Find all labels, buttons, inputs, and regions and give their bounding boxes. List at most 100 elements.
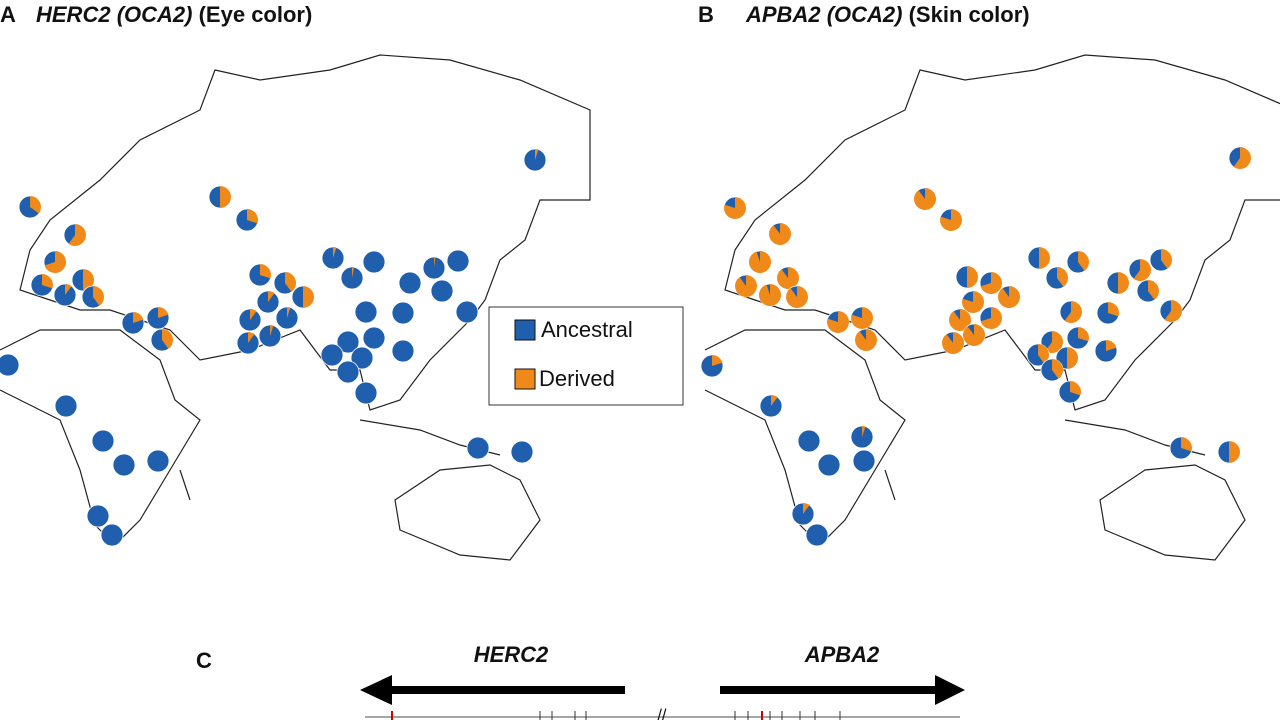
legend-swatch xyxy=(514,368,536,390)
arrow-right xyxy=(720,675,965,705)
pie-derived xyxy=(535,149,539,160)
gene: HERC2 xyxy=(36,2,111,27)
trait: (Skin color) xyxy=(909,2,1030,27)
arrow-left xyxy=(360,675,625,705)
pie-base xyxy=(466,436,490,460)
pie-derived xyxy=(434,257,436,268)
pie-base xyxy=(354,381,378,405)
gene: APBA2 xyxy=(745,2,821,27)
pie-base xyxy=(430,279,454,303)
pie-base xyxy=(797,429,821,453)
legend-label: Ancestral xyxy=(541,317,633,342)
pie-derived xyxy=(83,269,94,291)
pie-derived xyxy=(1064,301,1082,324)
pie-base xyxy=(391,339,415,363)
pie-derived xyxy=(220,186,231,208)
pie-derived xyxy=(333,247,337,258)
pie-derived xyxy=(724,197,746,220)
pie-base xyxy=(336,360,360,384)
pie-derived xyxy=(942,332,964,355)
pie-derived xyxy=(270,325,274,336)
pie-derived xyxy=(980,307,1002,329)
pie-derived xyxy=(758,284,781,307)
pie-derived xyxy=(162,329,174,349)
pie-derived xyxy=(1161,249,1173,269)
locus: (OCA2) xyxy=(117,2,193,27)
pie-derived xyxy=(1233,147,1251,169)
pie-derived xyxy=(287,307,291,318)
pie-derived xyxy=(1118,272,1129,294)
pie-derived xyxy=(749,251,771,274)
pie-derived xyxy=(303,286,314,308)
pie-derived xyxy=(769,223,792,245)
pie-derived xyxy=(1057,266,1069,287)
panel-label: C xyxy=(196,648,212,673)
pie-base xyxy=(398,271,422,295)
pie-derived xyxy=(914,188,937,211)
pie-derived xyxy=(962,291,984,314)
pie-derived xyxy=(68,224,86,246)
pie-base xyxy=(446,249,470,273)
pie-base xyxy=(112,453,136,477)
pie-derived xyxy=(980,272,1002,295)
pie-derived xyxy=(285,272,297,292)
pie-base xyxy=(510,440,534,464)
pie-base xyxy=(852,449,876,473)
pie-base xyxy=(805,523,829,547)
pie-base xyxy=(146,449,170,473)
pie-derived xyxy=(786,286,808,309)
pie-derived xyxy=(250,309,257,320)
pie-derived xyxy=(735,275,758,298)
panel-title: HERC2 (OCA2) (Eye color) xyxy=(36,2,312,27)
pie-derived xyxy=(42,274,54,289)
pie-derived xyxy=(1229,441,1240,463)
pie-derived xyxy=(133,312,144,323)
pie-derived xyxy=(1039,247,1050,269)
pie-base xyxy=(91,429,115,453)
pie-derived xyxy=(1070,381,1082,396)
pie-derived xyxy=(248,332,255,343)
pie-derived xyxy=(1052,358,1064,379)
panel-title: APBA2 (OCA2) (Skin color) xyxy=(745,2,1030,27)
pie-base xyxy=(100,523,124,547)
pie-base xyxy=(362,326,386,350)
panel-label: A xyxy=(0,2,16,27)
pie-derived xyxy=(1148,280,1160,300)
pie-derived xyxy=(827,311,850,333)
pie-base xyxy=(336,330,360,354)
pie-derived xyxy=(851,307,873,330)
pie-derived xyxy=(712,355,723,366)
pie-derived xyxy=(65,284,72,295)
pie-derived xyxy=(1038,344,1049,364)
pie-derived xyxy=(1181,437,1193,452)
locus: (OCA2) xyxy=(827,2,903,27)
pie-derived xyxy=(30,196,41,214)
pie-derived xyxy=(93,286,105,306)
break-mark: // xyxy=(658,707,667,720)
pie-derived xyxy=(855,329,878,352)
panel-label: B xyxy=(698,2,714,27)
legend-label: Derived xyxy=(539,366,615,391)
pie-derived xyxy=(1078,327,1090,342)
pie-base xyxy=(817,453,841,477)
pie-derived xyxy=(1164,300,1182,322)
pie-derived xyxy=(1106,340,1117,351)
pies xyxy=(0,146,1252,547)
pie-derived xyxy=(158,307,169,318)
pie-derived xyxy=(1108,302,1119,317)
pie-derived xyxy=(1078,250,1090,271)
pie-derived xyxy=(963,324,986,347)
pie-derived xyxy=(949,309,972,331)
pie-derived xyxy=(44,251,66,273)
pie-derived xyxy=(771,395,778,406)
pie-derived xyxy=(1045,331,1063,353)
pie-base xyxy=(0,353,20,377)
pie-derived xyxy=(777,267,799,289)
trait: (Eye color) xyxy=(199,2,313,27)
pie-base xyxy=(54,394,78,418)
pie-derived xyxy=(803,503,810,514)
gene-label: APBA2 xyxy=(804,642,880,667)
pie-derived xyxy=(967,266,978,288)
pie-derived xyxy=(1133,259,1151,281)
